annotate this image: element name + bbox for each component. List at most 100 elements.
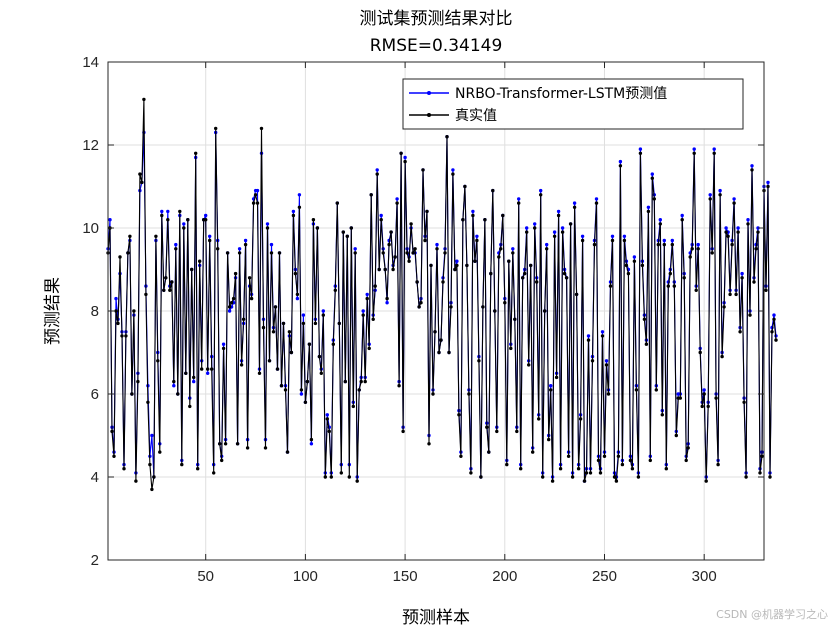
- data-point: [594, 201, 599, 205]
- data-point: [329, 475, 333, 479]
- data-point: [517, 197, 521, 201]
- data-point: [461, 218, 465, 222]
- data-point: [433, 330, 437, 334]
- data-point: [172, 379, 176, 384]
- data-point: [221, 342, 226, 346]
- data-point: [140, 180, 144, 185]
- data-point: [160, 209, 164, 214]
- data-point: [469, 471, 473, 475]
- data-point: [724, 226, 728, 230]
- data-point: [373, 284, 377, 288]
- data-point: [600, 334, 605, 338]
- data-point: [265, 226, 270, 230]
- data-point: [630, 467, 635, 471]
- data-point: [114, 296, 118, 301]
- data-point: [188, 404, 192, 409]
- data-point: [467, 392, 471, 396]
- data-point: [545, 247, 549, 251]
- data-point: [212, 471, 216, 475]
- data-point: [658, 222, 662, 226]
- data-point: [674, 433, 678, 438]
- data-point: [578, 417, 583, 421]
- data-point: [716, 462, 720, 467]
- series-actual: [106, 97, 778, 492]
- data-point: [305, 379, 310, 384]
- data-point: [447, 350, 451, 355]
- data-point: [265, 222, 270, 226]
- data-point: [170, 280, 174, 284]
- legend-marker-predicted: [427, 91, 431, 95]
- data-point: [590, 359, 595, 363]
- chart-subtitle: RMSE=0.34149: [370, 36, 503, 56]
- data-point: [614, 479, 619, 483]
- data-point: [650, 176, 654, 180]
- data-point: [449, 305, 453, 309]
- data-point: [291, 209, 296, 214]
- data-point: [235, 442, 240, 446]
- data-point: [640, 263, 645, 268]
- data-point: [672, 284, 676, 288]
- data-point: [539, 188, 543, 193]
- data-point: [245, 446, 250, 450]
- legend-label-predicted: NRBO-Transformer-LSTM预测值: [455, 86, 667, 102]
- data-point: [221, 346, 226, 351]
- data-point: [648, 458, 652, 463]
- data-point: [363, 379, 367, 384]
- data-point: [622, 234, 627, 238]
- data-point: [652, 197, 656, 201]
- data-point: [259, 126, 264, 131]
- data-point: [666, 284, 670, 288]
- data-point: [124, 334, 128, 338]
- data-point: [223, 442, 228, 446]
- data-point: [377, 267, 381, 272]
- data-point: [134, 479, 138, 483]
- data-point: [200, 367, 204, 371]
- data-point: [267, 359, 272, 363]
- data-point: [764, 288, 768, 292]
- data-point: [483, 218, 487, 222]
- data-point: [580, 234, 585, 238]
- data-point: [291, 213, 296, 218]
- data-point: [210, 367, 214, 371]
- data-point: [722, 305, 726, 309]
- data-point: [463, 184, 467, 189]
- data-point: [415, 280, 419, 284]
- data-point: [602, 454, 607, 458]
- data-point: [295, 296, 300, 301]
- data-point: [594, 197, 599, 201]
- data-point: [443, 251, 447, 255]
- data-point: [166, 218, 170, 222]
- data-point: [718, 193, 722, 197]
- data-point: [479, 475, 483, 479]
- data-point: [742, 400, 746, 404]
- data-point: [768, 475, 772, 479]
- x-tick-label: 150: [393, 568, 418, 585]
- data-point: [485, 425, 489, 429]
- data-point: [547, 437, 551, 442]
- legend-label-actual: 真实值: [455, 108, 497, 124]
- x-tick-label: 100: [293, 568, 318, 585]
- data-point: [357, 388, 361, 392]
- data-point: [706, 404, 710, 409]
- data-point: [227, 305, 232, 309]
- data-point: [301, 321, 306, 326]
- data-point: [471, 213, 475, 218]
- data-point: [664, 467, 668, 471]
- data-point: [543, 309, 547, 313]
- data-point: [172, 384, 176, 388]
- data-point: [560, 226, 565, 230]
- y-tick-label: 10: [82, 220, 99, 237]
- data-point: [658, 218, 662, 222]
- data-point: [393, 255, 397, 259]
- data-point: [698, 350, 702, 355]
- data-point: [401, 429, 405, 434]
- data-point: [644, 342, 649, 346]
- data-point: [740, 276, 744, 280]
- data-point: [680, 213, 684, 218]
- data-point: [375, 172, 379, 176]
- data-point: [499, 247, 503, 251]
- data-point: [720, 354, 724, 359]
- data-point: [537, 417, 541, 421]
- data-point: [580, 238, 585, 243]
- data-point: [766, 184, 770, 189]
